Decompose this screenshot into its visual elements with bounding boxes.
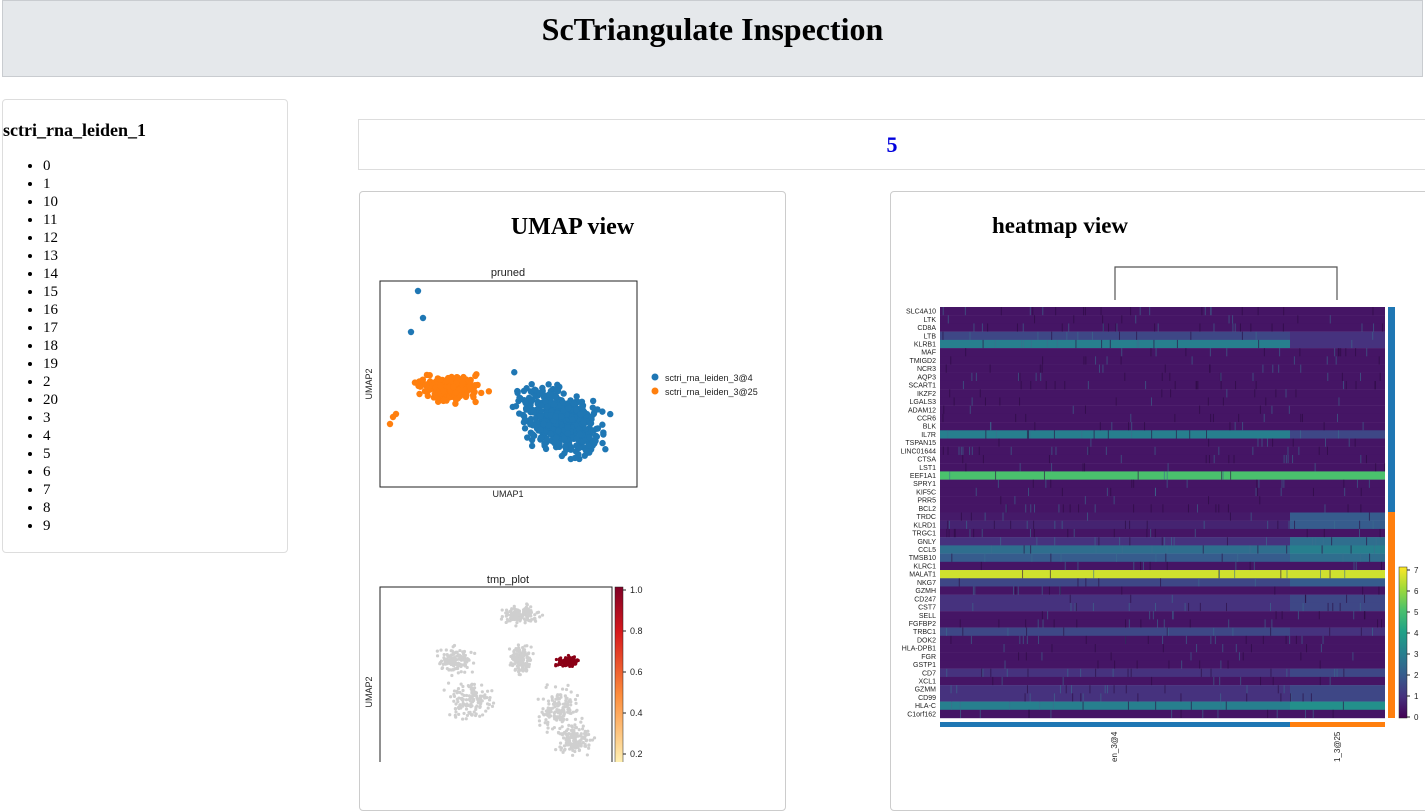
sidebar: sctri_rna_leiden_1 011011121314151617181…	[2, 99, 288, 553]
header: ScTriangulate Inspection	[2, 0, 1423, 77]
cluster-item[interactable]: 12	[43, 229, 287, 247]
selected-cluster: 5	[886, 132, 898, 157]
cluster-item[interactable]: 2	[43, 373, 287, 391]
selected-box: 5	[358, 119, 1425, 170]
cluster-item[interactable]: 19	[43, 355, 287, 373]
cluster-item[interactable]: 13	[43, 247, 287, 265]
cluster-item[interactable]: 20	[43, 391, 287, 409]
cluster-item[interactable]: 8	[43, 499, 287, 517]
cluster-item[interactable]: 5	[43, 445, 287, 463]
cluster-item[interactable]: 6	[43, 463, 287, 481]
umap-panel: UMAP view	[359, 191, 786, 811]
page-title: ScTriangulate Inspection	[541, 11, 884, 47]
body: ScTriangulate Inspection sctri_rna_leide…	[0, 0, 1425, 762]
cluster-item[interactable]: 9	[43, 517, 287, 535]
cluster-item[interactable]: 10	[43, 193, 287, 211]
cluster-item[interactable]: 17	[43, 319, 287, 337]
sidebar-title: sctri_rna_leiden_1	[3, 120, 146, 140]
cluster-item[interactable]: 11	[43, 211, 287, 229]
cluster-item[interactable]: 3	[43, 409, 287, 427]
panel-title: heatmap view	[991, 213, 1129, 238]
cluster-item[interactable]: 14	[43, 265, 287, 283]
panel-title: UMAP view	[510, 214, 635, 240]
cluster-list: 01101112131415161718192203456789	[3, 157, 287, 535]
heatmap-panel: heatmap view	[890, 191, 1425, 811]
cluster-item[interactable]: 7	[43, 481, 287, 499]
cluster-item[interactable]: 18	[43, 337, 287, 355]
cluster-item[interactable]: 1	[43, 175, 287, 193]
cluster-item[interactable]: 0	[43, 157, 287, 175]
cluster-item[interactable]: 15	[43, 283, 287, 301]
cluster-item[interactable]: 16	[43, 301, 287, 319]
page: {"header":{"title":"ScTriangulate Inspec…	[0, 0, 1425, 762]
cluster-item[interactable]: 4	[43, 427, 287, 445]
